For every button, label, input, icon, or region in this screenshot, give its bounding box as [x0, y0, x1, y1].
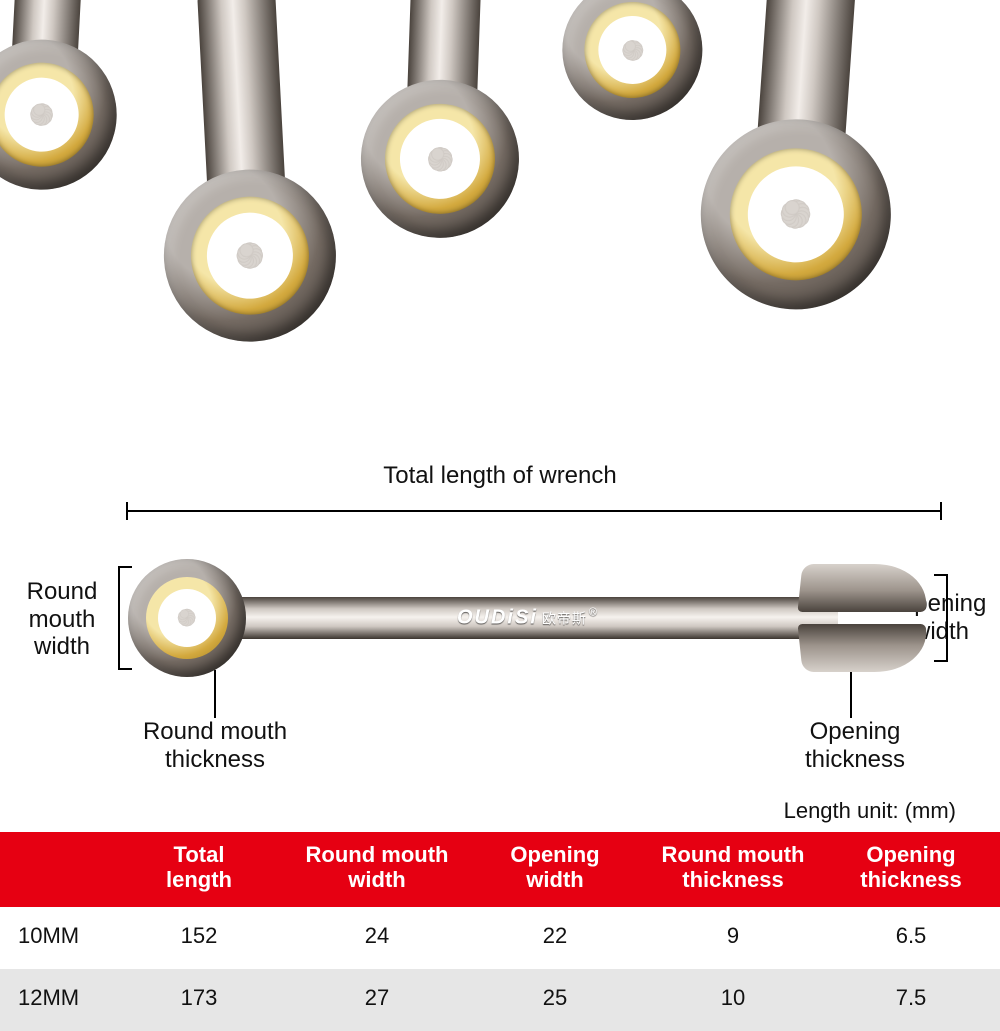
ring-end: [128, 559, 246, 677]
table-header-blank: [0, 832, 110, 907]
wrench-head: [0, 0, 130, 193]
open-end: [800, 564, 928, 672]
opening-thickness-caption: Opening thickness: [780, 718, 930, 773]
brand-logo: OUDiSi欧帝斯®: [457, 607, 599, 630]
horizontal-wrench: OUDiSi欧帝斯®: [128, 566, 928, 670]
wrench-head: [558, 0, 704, 121]
length-unit-label: Length unit: (mm): [784, 798, 956, 824]
table-cell: 24: [288, 907, 466, 969]
wrench-head: [150, 0, 340, 346]
table-row-label: 10MM: [0, 907, 110, 969]
total-length-caption: Total length of wrench: [0, 462, 1000, 490]
table-header: Round mouth thickness: [644, 832, 822, 907]
wrench-shaft: OUDiSi欧帝斯®: [218, 597, 838, 639]
wrench-heads-group: [0, 0, 1000, 420]
round-mouth-width-caption: Round mouth width: [6, 578, 118, 661]
brand-text: OUDiSi: [457, 607, 538, 629]
table-header: Opening width: [466, 832, 644, 907]
brand-reg-icon: ®: [589, 607, 599, 619]
table-cell: 22: [466, 907, 644, 969]
spec-table: Total lengthRound mouth widthOpening wid…: [0, 832, 1000, 1031]
round-mouth-thickness-caption: Round mouth thickness: [120, 718, 310, 773]
brand-cn: 欧帝斯: [542, 611, 587, 627]
table-cell: 9: [644, 907, 822, 969]
table-cell: 6.5: [822, 907, 1000, 969]
table-header: Opening thickness: [822, 832, 1000, 907]
table-header: Total length: [110, 832, 288, 907]
table-header: Round mouth width: [288, 832, 466, 907]
table-cell: 152: [110, 907, 288, 969]
wrench-head: [694, 0, 909, 316]
dimension-diagram: Total length of wrench Round mouth width…: [0, 470, 1000, 770]
wrench-head: [358, 0, 528, 241]
